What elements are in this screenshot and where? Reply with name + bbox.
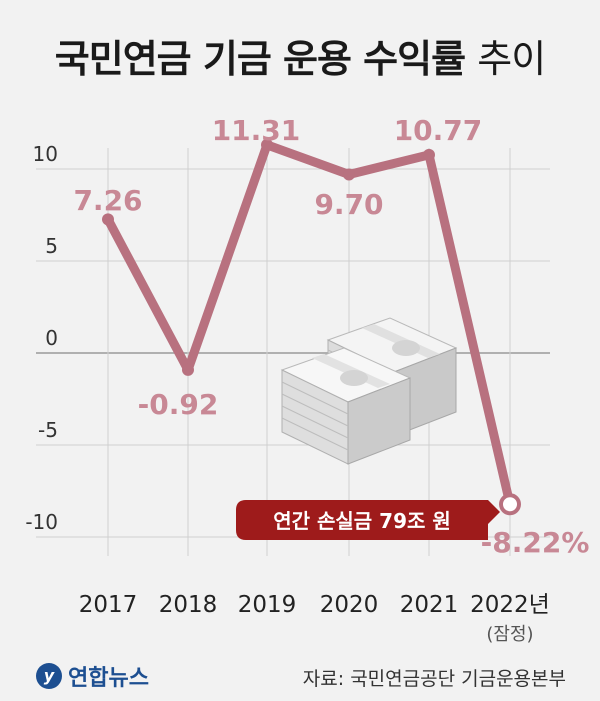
yonhap-logo: y 연합뉴스 xyxy=(36,660,149,692)
x-tick-label: 2019 xyxy=(238,592,297,618)
title-main: 국민연금 기금 운용 수익률 xyxy=(54,37,466,81)
annotation-text: 연간 손실금 79조 원 xyxy=(273,509,451,533)
y-tick-label: 10 xyxy=(33,142,58,166)
source-note: 자료: 국민연금공단 기금운용본부 xyxy=(302,668,566,690)
line-layer xyxy=(102,138,521,516)
logo-text: 연합뉴스 xyxy=(68,666,149,691)
data-label: 7.26 xyxy=(73,184,142,217)
y-tick-label: 0 xyxy=(45,326,58,350)
x-tick-sublabel: (잠정) xyxy=(486,624,533,645)
x-tick-label: 2017 xyxy=(79,592,138,618)
data-point xyxy=(343,168,355,181)
data-point xyxy=(102,213,114,226)
data-label: -0.92 xyxy=(138,388,219,421)
data-point xyxy=(182,363,194,376)
x-tick-label: 2021 xyxy=(400,592,459,618)
y-tick-label: -10 xyxy=(25,510,58,534)
data-point xyxy=(499,493,521,516)
data-point xyxy=(423,148,435,161)
x-tick-label: 2018 xyxy=(159,592,218,618)
data-label: 9.70 xyxy=(314,188,383,221)
series-line xyxy=(103,140,515,509)
x-tick-label: 2022년 xyxy=(470,592,550,618)
chart-title: 국민연금 기금 운용 수익률 추이 xyxy=(0,28,600,83)
annotation-callout: 연간 손실금 79조 원 xyxy=(236,500,500,540)
title-sub: 추이 xyxy=(477,37,546,81)
money-stack-illustration xyxy=(280,317,458,465)
data-label: 11.31 xyxy=(212,114,301,147)
data-label: 10.77 xyxy=(394,114,483,147)
label-layer: 7.26 -0.92 11.31 9.70 10.77 -8.22% xyxy=(73,114,589,559)
data-point xyxy=(261,138,273,151)
grid-layer: 10 5 0 -5 -10 2017 2018 2019 2020 2021 2022년 (잠정) xyxy=(25,142,550,645)
y-tick-label: 5 xyxy=(45,234,58,258)
data-label: -8.22% xyxy=(481,526,590,559)
y-tick-label: -5 xyxy=(38,418,58,442)
yonhap-logo-icon: y xyxy=(36,663,62,689)
x-tick-label: 2020 xyxy=(320,592,379,618)
